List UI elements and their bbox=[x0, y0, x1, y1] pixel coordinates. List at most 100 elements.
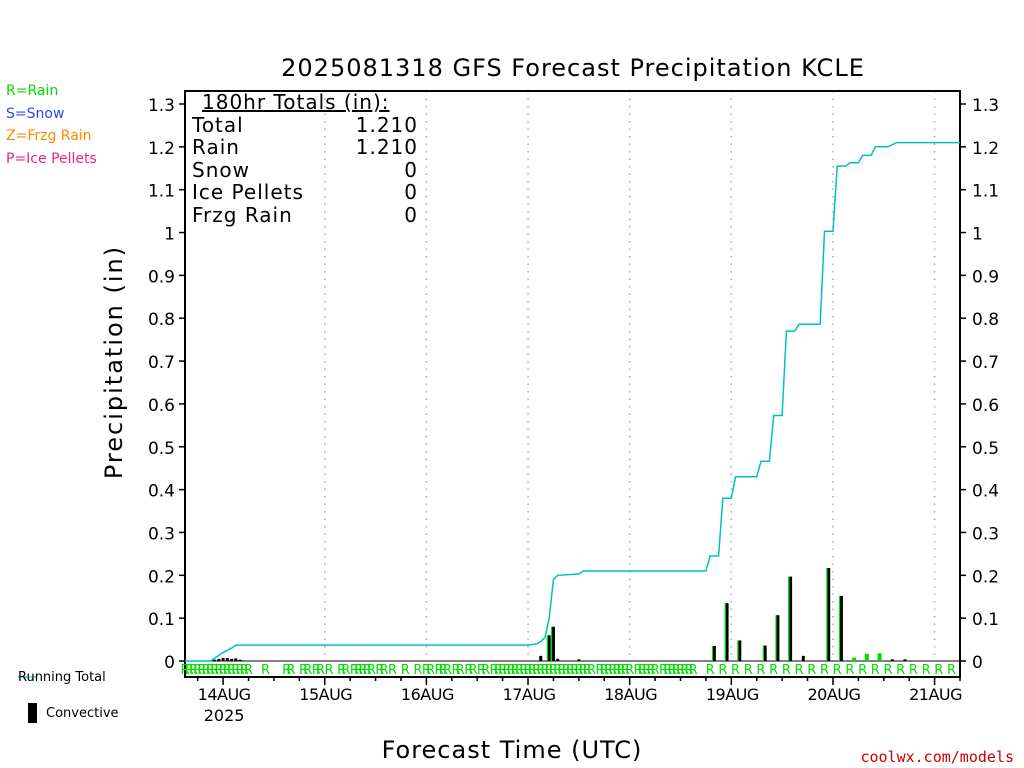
precip-type-marker: R bbox=[807, 663, 816, 678]
convective-bar bbox=[551, 626, 555, 661]
totals-row: Snow 0 bbox=[192, 157, 418, 182]
rain-bar-edge bbox=[546, 635, 548, 661]
rain-bar bbox=[852, 657, 857, 661]
precip-type-marker: R bbox=[363, 663, 372, 678]
plot-area: 0 00.1 0.10.2 0.20.3 0.30.4 0.40.5 0.50.6 0.60.… bbox=[148, 90, 999, 725]
rain-bar-edge bbox=[737, 640, 739, 661]
precip-type-marker: R bbox=[422, 663, 431, 678]
totals-row: Total 1.210 bbox=[192, 112, 418, 137]
precip-type-marker: R bbox=[820, 663, 829, 678]
precip-type-marker: R bbox=[638, 663, 647, 678]
y-tick-label: 0.5 bbox=[148, 439, 175, 459]
precip-type-marker: R bbox=[684, 663, 693, 678]
plot-frame bbox=[184, 90, 961, 678]
precip-type-marker: R bbox=[858, 663, 867, 678]
totals-label: Snow bbox=[192, 157, 250, 182]
legend-rain: R=Rain bbox=[6, 83, 59, 99]
precip-type-marker: R bbox=[545, 663, 554, 678]
precip-type-marker: R bbox=[350, 663, 359, 678]
precip-type-marker: R bbox=[202, 663, 211, 678]
precip-type-marker: R bbox=[536, 663, 545, 678]
precip-type-marker: R bbox=[464, 663, 473, 678]
precip-type-marker: R bbox=[625, 663, 634, 678]
precip-type-marker: R bbox=[634, 663, 643, 678]
precip-type-marker: R bbox=[566, 663, 575, 678]
rain-bar-edge bbox=[762, 645, 764, 661]
convective-bar bbox=[763, 645, 767, 661]
legend-ice-pellets: P=Ice Pellets bbox=[6, 150, 97, 167]
precip-type-marker: R bbox=[515, 663, 524, 678]
y-tick-label: 1.3 bbox=[148, 96, 175, 116]
y-tick-label: 0.6 bbox=[148, 396, 175, 416]
y-tick-label: 0.7 bbox=[148, 353, 175, 373]
precip-type-marker: R bbox=[210, 663, 219, 678]
precip-type-marker: R bbox=[540, 663, 549, 678]
y-tick-label-right: 0.8 bbox=[972, 310, 999, 330]
x-tick-sublabel: 2025 bbox=[204, 706, 245, 725]
precip-type-marker: R bbox=[845, 663, 854, 678]
precip-type-marker: R bbox=[299, 663, 308, 678]
precip-type-marker: R bbox=[498, 663, 507, 678]
convective-bar bbox=[539, 655, 543, 661]
y-tick-label-right: 1.2 bbox=[972, 139, 999, 159]
precip-type-marker: R bbox=[663, 663, 672, 678]
x-tick-label: 19AUG bbox=[706, 685, 759, 704]
totals-label: Total bbox=[192, 112, 244, 137]
precip-type-marker: R bbox=[452, 663, 461, 678]
rain-bar-edge bbox=[550, 626, 553, 661]
precip-type-marker: R bbox=[689, 663, 698, 678]
precip-type-marker: R bbox=[214, 663, 223, 678]
rain-bar-edge bbox=[775, 615, 777, 661]
precip-type-marker: R bbox=[477, 663, 486, 678]
totals-row: Ice Pellets 0 bbox=[192, 181, 418, 204]
precip-type-marker: R bbox=[604, 663, 613, 678]
precip-type-marker: R bbox=[316, 663, 325, 678]
precip-type-marker: R bbox=[667, 663, 676, 678]
precip-type-marker: R bbox=[231, 663, 240, 678]
convective-bar bbox=[234, 658, 238, 661]
totals-header: 180hr Totals (in): bbox=[202, 90, 390, 114]
y-tick-label-right: 0.5 bbox=[972, 439, 999, 459]
y-tick-label-right: 0.3 bbox=[972, 524, 999, 544]
precip-type-marker: R bbox=[718, 663, 727, 678]
convective-key-swatch bbox=[28, 703, 37, 723]
precip-type-marker: R bbox=[676, 663, 685, 678]
precip-type-marker: R bbox=[659, 663, 668, 678]
x-tick-label: 15AUG bbox=[299, 685, 352, 704]
precip-type-marker: R bbox=[193, 663, 202, 678]
rain-bar bbox=[877, 653, 882, 661]
precip-type-marker: R bbox=[490, 663, 499, 678]
totals-box: 180hr Totals (in): Total 1.210 Rain 1.210 … bbox=[192, 91, 418, 226]
y-tick-label-right: 0.2 bbox=[972, 567, 999, 587]
precip-type-marker: R bbox=[185, 663, 194, 678]
precip-type-marker: R bbox=[782, 663, 791, 678]
precip-type-marker: R bbox=[456, 663, 465, 678]
y-tick-label: 0.8 bbox=[148, 310, 175, 330]
precip-type-marker: R bbox=[519, 663, 528, 678]
precip-type-marker: R bbox=[947, 663, 956, 678]
convective-bar bbox=[903, 659, 907, 661]
precip-type-marker: R bbox=[883, 663, 892, 678]
precip-type-marker: R bbox=[282, 663, 291, 678]
precip-type-marker: R bbox=[286, 663, 295, 678]
rain-bar-edge bbox=[788, 576, 790, 661]
precip-type-marker: R bbox=[426, 663, 435, 678]
y-tick-label: 0.1 bbox=[148, 610, 175, 630]
x-tick-label: 18AUG bbox=[604, 685, 657, 704]
y-axis-label: Precipitation (in) bbox=[100, 245, 128, 479]
precip-type-marker: R bbox=[227, 663, 236, 678]
convective-bar bbox=[230, 658, 234, 661]
chart-title: 2025081318 GFS Forecast Precipitation KC… bbox=[281, 54, 865, 82]
precip-type-marker: R bbox=[922, 663, 931, 678]
precip-type-marker: R bbox=[744, 663, 753, 678]
precip-type-marker: R bbox=[240, 663, 249, 678]
precip-type-marker: R bbox=[553, 663, 562, 678]
convective-bar bbox=[217, 658, 221, 661]
totals-label: Frzg Rain bbox=[192, 202, 293, 227]
precip-type-marker: R bbox=[528, 663, 537, 678]
y-tick-label: 0.4 bbox=[148, 482, 175, 502]
precip-type-marker: R bbox=[341, 663, 350, 678]
convective-bar bbox=[238, 659, 242, 661]
rain-bar-edge bbox=[838, 595, 841, 661]
credit-text: coolwx.com/models bbox=[860, 748, 1014, 766]
